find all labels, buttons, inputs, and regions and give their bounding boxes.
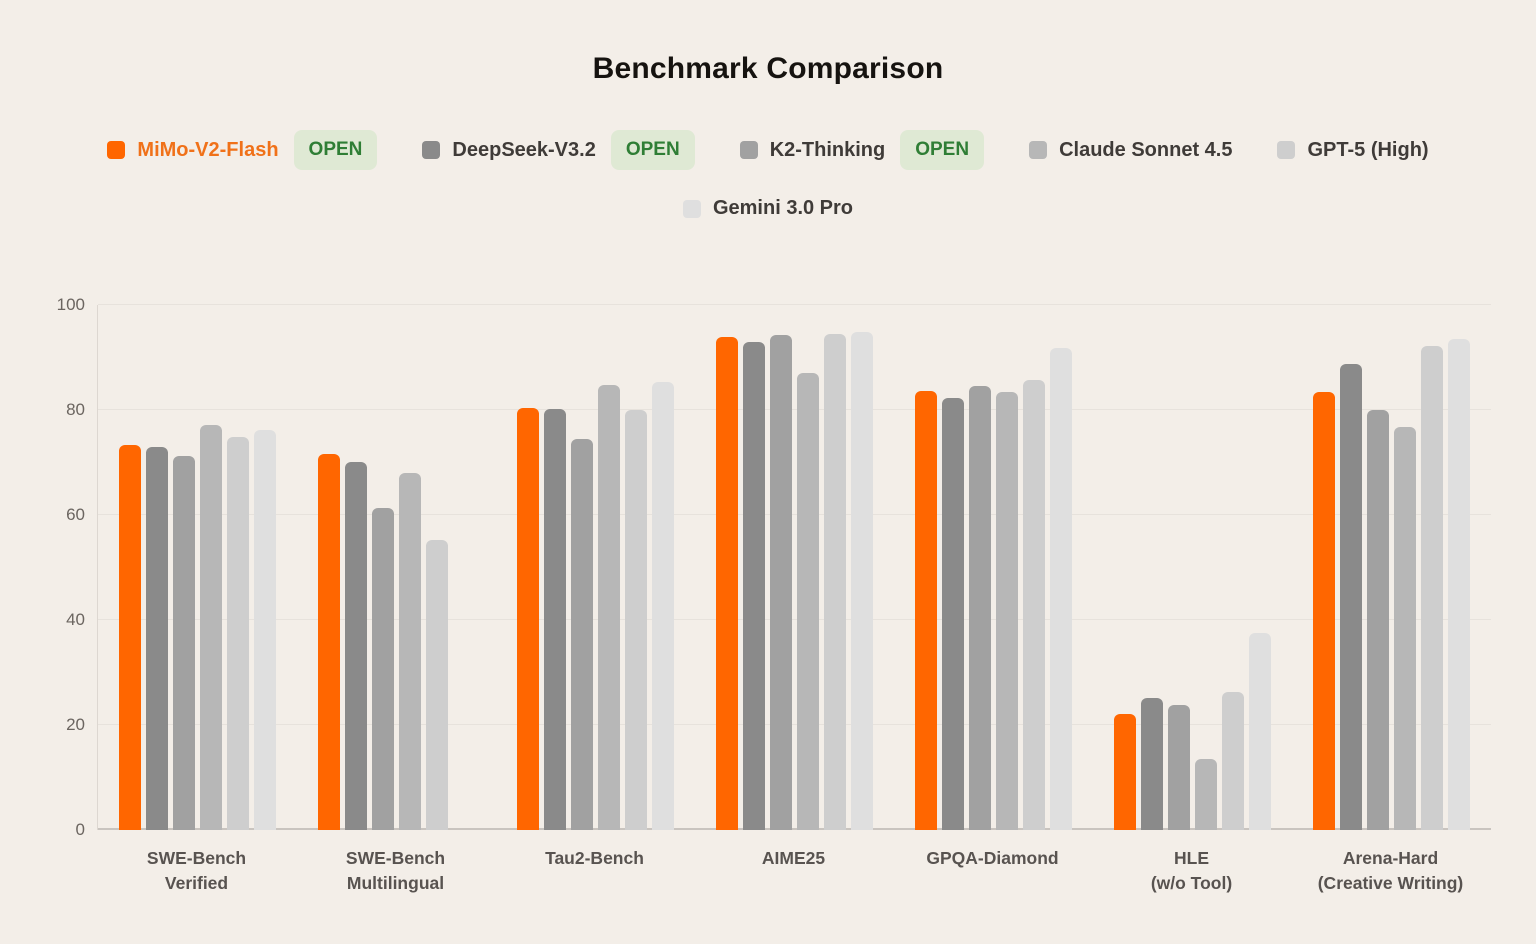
bar — [1023, 380, 1045, 830]
chart-title: Benchmark Comparison — [592, 52, 944, 85]
gridline — [98, 828, 1491, 830]
open-badge-mimo: OPEN — [293, 130, 378, 170]
y-axis-tick-label: 20 — [66, 715, 85, 734]
legend-swatch-gpt5 — [1277, 141, 1296, 159]
x-axis-category-label: GPQA-Diamond — [926, 848, 1059, 868]
open-badge-k2: OPEN — [900, 130, 985, 170]
bar — [598, 385, 620, 830]
y-axis-tick-label: 100 — [56, 295, 85, 314]
legend-label-claude: Claude Sonnet 4.5 — [1059, 138, 1233, 161]
bar — [851, 332, 873, 830]
bar — [716, 336, 738, 830]
bar — [372, 508, 394, 830]
legend-item-claude-sonnet: Claude Sonnet 4.5 — [1029, 139, 1232, 162]
bar — [399, 473, 421, 830]
bar — [571, 438, 593, 830]
open-badge-deepseek: OPEN — [610, 130, 695, 170]
bar — [1114, 713, 1136, 830]
gridline — [98, 304, 1491, 305]
legend-label-mimo: MiMo-V2-Flash — [137, 138, 279, 161]
gridline — [98, 619, 1491, 620]
bar — [1421, 345, 1443, 830]
bar — [1222, 692, 1244, 830]
legend-swatch-deepseek — [422, 141, 441, 159]
bar — [544, 409, 566, 830]
bar — [517, 408, 539, 830]
bar — [942, 398, 964, 830]
bar — [625, 410, 647, 830]
legend-swatch-claude — [1029, 141, 1048, 159]
bar — [1195, 759, 1217, 830]
x-axis-category-label: SWE-Bench Verified — [146, 848, 247, 894]
legend-row-1: MiMo-V2-Flash OPEN DeepSeek-V3.2 OPEN K2… — [0, 130, 1536, 170]
legend-label-gemini: Gemini 3.0 Pro — [712, 197, 854, 219]
y-axis-tick-label: 80 — [66, 400, 85, 419]
bar — [1367, 410, 1389, 830]
bar — [743, 341, 765, 830]
bar-group — [1292, 305, 1491, 830]
bar — [797, 373, 819, 830]
y-axis-tick-label: 60 — [66, 505, 85, 524]
x-axis-category-label: AIME25 — [761, 848, 826, 868]
bar — [426, 539, 448, 830]
bar — [200, 424, 222, 830]
bar-group — [496, 305, 695, 830]
legend-swatch-gemini — [682, 199, 701, 218]
bar — [173, 455, 195, 830]
x-axis-category-label: SWE-Bench Multilingual — [345, 848, 446, 894]
legend-item-deepseek: DeepSeek-V3.2 OPEN — [422, 130, 695, 170]
bar — [969, 386, 991, 830]
bar — [1340, 363, 1362, 830]
legend-item-mimo-v2-flash: MiMo-V2-Flash OPEN — [107, 130, 378, 170]
bar — [254, 429, 276, 830]
bar — [770, 334, 792, 830]
bar — [1141, 697, 1163, 830]
y-axis-tick-label: 0 — [75, 820, 85, 839]
plot-area: 0 20 40 60 80 100 — [57, 295, 1491, 839]
legend-label-k2: K2-Thinking — [769, 138, 886, 161]
bar — [119, 445, 141, 830]
plot-bars — [98, 305, 1491, 830]
bar — [318, 453, 340, 830]
legend-row-2: Gemini 3.0 Pro — [0, 197, 1536, 220]
y-axis-tick-label: 40 — [66, 610, 85, 629]
bar — [227, 436, 249, 830]
bar-group — [98, 305, 297, 830]
x-labels: SWE-Bench Verified SWE-Bench Multilingual… — [97, 846, 1490, 897]
bar — [1050, 347, 1072, 830]
legend-label-gpt5: GPT-5 (High) — [1307, 138, 1429, 161]
bar-group — [695, 305, 894, 830]
x-axis-category-label: Tau2-Bench — [545, 848, 644, 868]
gridline — [98, 514, 1491, 515]
x-axis-category-label: Arena-Hard (Creative Writing) — [1317, 848, 1464, 894]
bar — [1448, 338, 1470, 830]
legend-item-gemini: Gemini 3.0 Pro — [682, 197, 854, 220]
bar-group — [894, 305, 1093, 830]
bar-group — [1093, 305, 1292, 830]
bar — [345, 461, 367, 830]
bar-group — [297, 305, 496, 830]
bar — [1168, 704, 1190, 830]
bar — [652, 382, 674, 830]
bar — [824, 334, 846, 830]
bar — [146, 446, 168, 830]
bar — [1394, 426, 1416, 830]
legend-swatch-mimo — [107, 141, 126, 159]
legend-item-gpt5-high: GPT-5 (High) — [1277, 138, 1429, 162]
gridline — [98, 409, 1491, 410]
x-axis-category-label: HLE (w/o Tool) — [1150, 848, 1233, 894]
legend-label-deepseek: DeepSeek-V3.2 — [452, 138, 596, 161]
bar — [1313, 392, 1335, 830]
gridline — [98, 724, 1491, 725]
legend-item-k2-thinking: K2-Thinking OPEN — [739, 130, 985, 170]
legend-swatch-k2 — [739, 141, 758, 159]
bar — [996, 392, 1018, 830]
bar — [1249, 633, 1271, 830]
bar — [915, 391, 937, 830]
